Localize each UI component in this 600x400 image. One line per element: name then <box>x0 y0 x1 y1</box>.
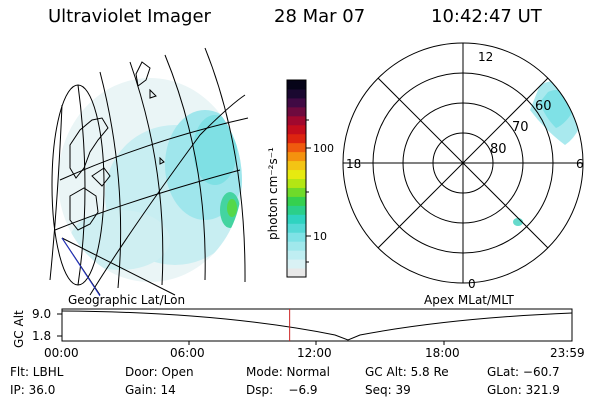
seq-info: Seq: 39 <box>365 383 411 397</box>
time-label: 10:42:47 UT <box>431 6 542 27</box>
polar-grid <box>342 42 584 284</box>
coastlines <box>69 61 165 231</box>
timeline-axis-label: GC Alt <box>12 310 26 348</box>
x-tick-2359: 23:59 <box>550 346 585 360</box>
colorbar-segment <box>287 80 306 90</box>
colorbar-segment <box>287 205 306 215</box>
colorbar-segment <box>287 97 306 108</box>
colorbar-segment <box>287 259 306 269</box>
x-tick-0000: 00:00 <box>44 346 79 360</box>
altitude-curve <box>61 310 573 341</box>
colorbar-unit-label: photon cm⁻²s⁻¹ <box>266 147 280 240</box>
colorbar-segment <box>287 187 306 197</box>
date-label: 28 Mar 07 <box>274 6 366 27</box>
ip-info: IP: 36.0 <box>10 383 56 397</box>
lat-label-60: 60 <box>535 99 552 114</box>
colorbar-segment <box>287 88 306 99</box>
colorbar-segment <box>287 115 306 126</box>
colorbar-segment <box>287 223 306 233</box>
lat-label-80: 80 <box>490 142 507 157</box>
instrument-title: Ultraviolet Imager <box>48 6 211 27</box>
door-info: Door: Open <box>125 365 194 379</box>
colorbar-tick-10: 10 <box>313 230 327 243</box>
colorbar-segment <box>287 178 306 188</box>
colorbar-segment <box>287 241 306 251</box>
colorbar-segment <box>287 142 306 153</box>
colorbar-outline <box>286 79 307 278</box>
colorbar-segment <box>287 124 306 135</box>
gc-alt-info: GC Alt: 5.8 Re <box>365 365 449 379</box>
mlt-label-18: 18 <box>346 157 361 171</box>
geographic-image <box>49 47 249 297</box>
colorbar-segment <box>287 196 306 206</box>
polar-plot: 12 18 6 0 60 70 80 <box>342 42 584 291</box>
colorbar-segment <box>287 160 306 171</box>
colorbar-segment <box>287 214 306 224</box>
colorbar-segment <box>287 151 306 162</box>
x-tick-1800: 18:00 <box>425 346 460 360</box>
x-tick-1200: 12:00 <box>297 346 332 360</box>
dsp-info: Dsp: −6.9 <box>246 383 318 397</box>
colorbar-tick-100: 100 <box>313 142 334 155</box>
mlt-label-6: 6 <box>576 157 584 171</box>
colorbar-segment <box>287 268 306 278</box>
colorbar-segment <box>287 133 306 144</box>
timeline-plot: 9.0 1.8 GC Alt <box>12 307 573 348</box>
colorbar-segment <box>287 106 306 117</box>
mlt-label-0: 0 <box>468 277 476 291</box>
flt-info: Flt: LBHL <box>10 365 64 379</box>
polar-panel-label: Apex MLat/MLT <box>424 293 514 307</box>
y-tick-1-8: 1.8 <box>32 329 51 343</box>
mode-info: Mode: Normal <box>246 365 330 379</box>
colorbar <box>286 79 307 278</box>
y-tick-9: 9.0 <box>32 307 51 321</box>
colorbar-segment <box>287 232 306 242</box>
mlt-label-12: 12 <box>478 50 493 64</box>
geographic-panel-label: Geographic Lat/Lon <box>68 293 186 307</box>
colorbar-segment <box>287 250 306 260</box>
colorbar-segment <box>287 169 306 179</box>
glat-info: GLat: −60.7 <box>487 365 560 379</box>
glon-info: GLon: 321.9 <box>487 383 560 397</box>
lat-label-70: 70 <box>512 120 529 135</box>
gain-info: Gain: 14 <box>125 383 176 397</box>
x-tick-0600: 06:00 <box>170 346 205 360</box>
